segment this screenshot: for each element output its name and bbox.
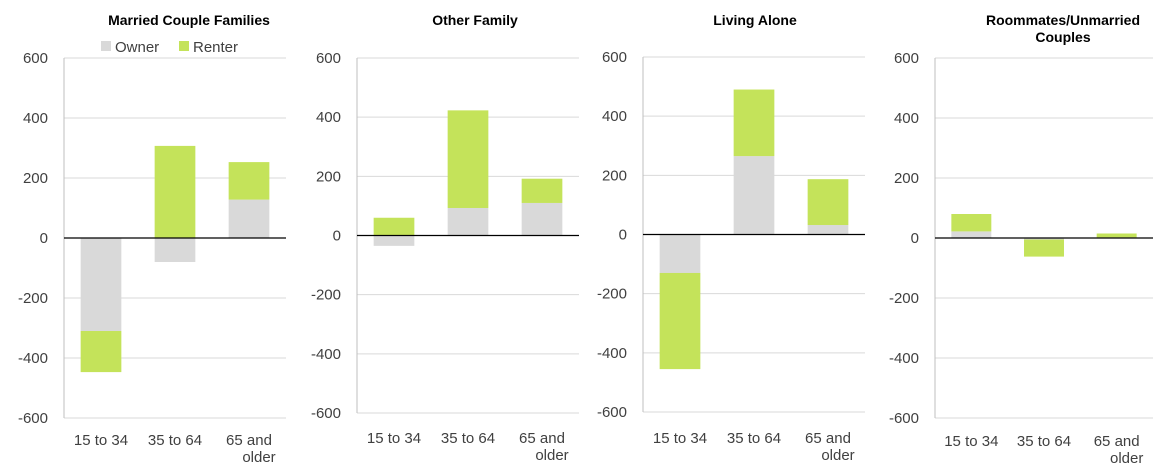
chart-title: Roommates/Unmarried Couples bbox=[986, 12, 1140, 45]
y-tick-label: -200 bbox=[311, 287, 341, 304]
y-tick-label: 0 bbox=[40, 230, 48, 247]
x-tick-label: 15 to 34 bbox=[74, 432, 128, 449]
chart-panel-3: 600 400 200 0 -200 -400 -600 15 to 34 35 to 64 65… bbox=[597, 12, 865, 464]
bar-renter-2 bbox=[733, 89, 775, 157]
legend-owner-swatch bbox=[101, 41, 111, 51]
bar-owner-2 bbox=[1024, 238, 1064, 240]
bar-renter-1 bbox=[951, 214, 992, 232]
x-tick-label: 65 and older bbox=[519, 430, 569, 464]
bar-owner-2 bbox=[733, 156, 775, 235]
legend-renter-swatch bbox=[179, 41, 189, 51]
bar-owner-2 bbox=[447, 207, 489, 236]
bar-owner-1 bbox=[659, 234, 701, 273]
y-tick-label: 600 bbox=[316, 50, 341, 67]
y-tick-label: -400 bbox=[311, 346, 341, 363]
y-tick-label: 400 bbox=[316, 109, 341, 126]
y-tick-label: -400 bbox=[889, 350, 919, 367]
x-tick-label: 15 to 34 bbox=[653, 430, 707, 447]
bar-renter-3 bbox=[1096, 233, 1137, 238]
y-tick-label: 400 bbox=[23, 110, 48, 127]
y-tick-label: -600 bbox=[311, 405, 341, 422]
y-tick-label: -600 bbox=[18, 410, 48, 427]
x-tick-label: 15 to 34 bbox=[367, 430, 421, 447]
chart-panel-2: 600 400 200 0 -200 -400 -600 15 to 34 35 to 64 65… bbox=[311, 12, 579, 464]
x-tick-label: 35 to 64 bbox=[727, 430, 781, 447]
x-tick-label: 65 and older bbox=[805, 430, 855, 464]
bar-owner-3 bbox=[521, 202, 563, 236]
y-tick-label: 600 bbox=[23, 50, 48, 67]
y-tick-label: 600 bbox=[602, 49, 627, 66]
chart-title: Other Family bbox=[432, 12, 518, 28]
bar-renter-2 bbox=[154, 145, 196, 238]
y-tick-label: -600 bbox=[597, 404, 627, 421]
bar-renter-1 bbox=[659, 272, 701, 370]
bar-renter-3 bbox=[807, 179, 849, 226]
x-tick-label: 35 to 64 bbox=[441, 430, 495, 447]
y-tick-label: -200 bbox=[597, 286, 627, 303]
y-tick-label: 200 bbox=[316, 168, 341, 185]
bar-owner-3 bbox=[807, 225, 849, 235]
bar-renter-1 bbox=[80, 331, 122, 373]
y-tick-label: 200 bbox=[894, 170, 919, 187]
y-tick-label: 0 bbox=[619, 227, 627, 244]
bar-renter-2 bbox=[1024, 239, 1064, 257]
bar-owner-1 bbox=[80, 238, 122, 331]
y-tick-label: -400 bbox=[18, 350, 48, 367]
chart-legend: Owner Renter bbox=[101, 39, 238, 56]
y-tick-label: 200 bbox=[602, 167, 627, 184]
bar-renter-2 bbox=[447, 110, 489, 208]
x-tick-label: 65 and older bbox=[226, 432, 276, 466]
chart-panel-4: 600 400 200 0 -200 -400 -600 15 to 34 35 to 64 65… bbox=[889, 12, 1153, 467]
bar-owner-1 bbox=[951, 231, 992, 238]
x-tick-label: 15 to 34 bbox=[944, 433, 998, 450]
bar-renter-1 bbox=[373, 217, 415, 236]
bar-owner-1 bbox=[373, 235, 415, 246]
y-tick-label: -200 bbox=[889, 290, 919, 307]
chart-title: Living Alone bbox=[713, 12, 797, 28]
chart-title: Married Couple Families bbox=[108, 12, 270, 28]
y-tick-label: -200 bbox=[18, 290, 48, 307]
bar-owner-2 bbox=[154, 238, 196, 262]
x-tick-label: 35 to 64 bbox=[148, 432, 202, 449]
x-tick-label: 65 and older bbox=[1094, 433, 1144, 467]
bar-renter-3 bbox=[521, 178, 563, 203]
y-tick-label: 400 bbox=[602, 108, 627, 125]
bar-owner-3 bbox=[228, 199, 270, 238]
y-tick-label: 0 bbox=[911, 230, 919, 247]
y-tick-label: 200 bbox=[23, 170, 48, 187]
x-tick-label: 35 to 64 bbox=[1017, 433, 1071, 450]
y-tick-label: 400 bbox=[894, 110, 919, 127]
y-tick-label: -600 bbox=[889, 410, 919, 427]
y-tick-label: -400 bbox=[597, 345, 627, 362]
y-tick-label: 0 bbox=[333, 228, 341, 245]
chart-panel-1: 600 400 200 0 -200 -400 -600 15 to 34 35 to 64 65… bbox=[18, 12, 286, 466]
legend-renter-label: Renter bbox=[193, 39, 238, 56]
bar-renter-3 bbox=[228, 162, 270, 200]
legend-owner-label: Owner bbox=[115, 39, 159, 56]
y-tick-label: 600 bbox=[894, 50, 919, 67]
